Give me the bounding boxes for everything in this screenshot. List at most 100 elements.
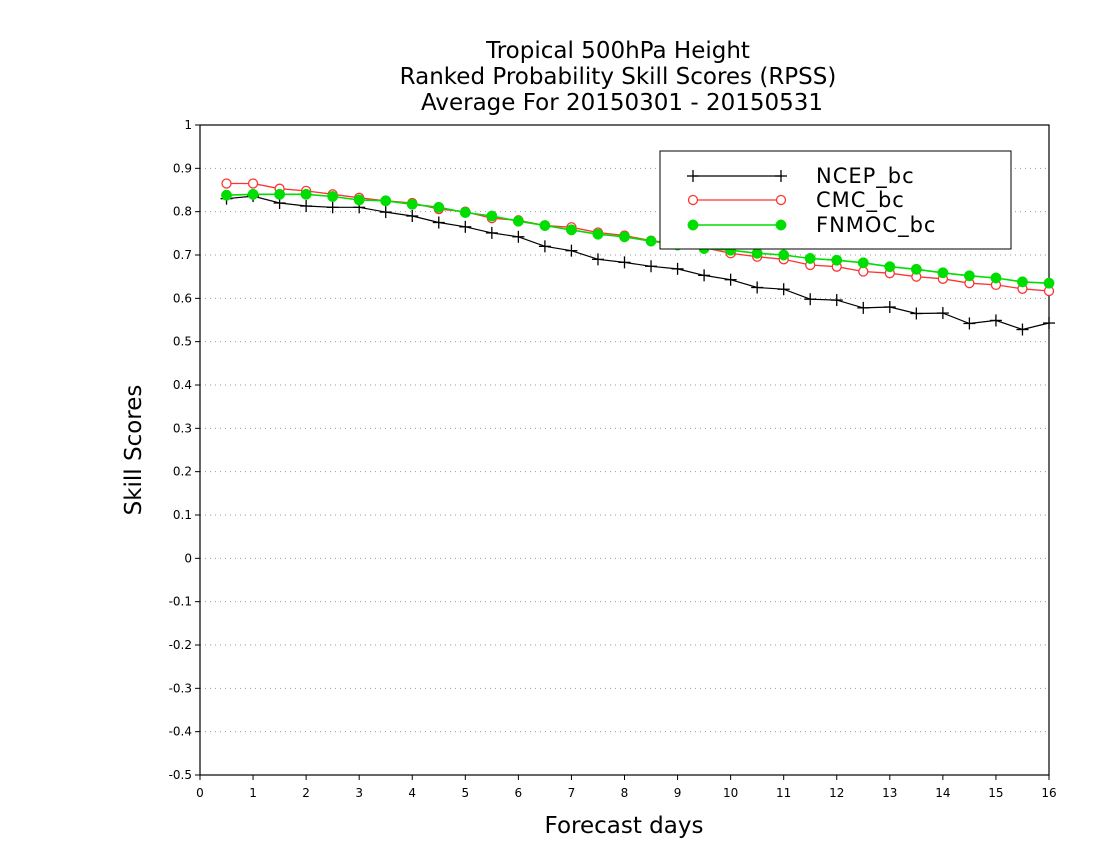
data-point — [910, 263, 922, 275]
y-tick-label: -0.2 — [169, 638, 192, 652]
data-point — [327, 191, 339, 202]
data-point — [379, 206, 392, 219]
data-point — [459, 207, 471, 218]
data-point — [883, 301, 896, 313]
y-tick-label: -0.1 — [169, 595, 192, 609]
x-axis: 0 1 2 3 4 5 6 7 8 9 10 11 12 13 14 15 16 — [196, 775, 1057, 800]
y-tick-label: 1 — [184, 118, 192, 132]
legend-entry-cmc-bc: CMC_bc — [687, 188, 905, 213]
data-point — [326, 201, 339, 214]
y-tick-label: 0.9 — [173, 161, 192, 175]
data-point — [300, 188, 312, 200]
data-point — [775, 194, 787, 206]
y-axis: 1 0.9 0.8 0.7 0.6 0.5 0.4 0.3 0.2 0.1 0 -0.1 -0.2 -0.… — [169, 118, 200, 782]
data-point — [910, 307, 923, 320]
data-point — [300, 200, 313, 213]
x-tick-label: 1 — [249, 786, 257, 800]
y-axis-title: Skill Scores — [121, 385, 147, 516]
y-tick-label: 0.8 — [173, 205, 192, 219]
data-point — [221, 178, 232, 189]
x-axis-title: Forecast days — [545, 813, 704, 839]
legend-label: CMC_bc — [816, 188, 905, 213]
data-point — [645, 260, 658, 273]
x-tick-label: 16 — [1041, 786, 1056, 800]
data-point — [804, 253, 816, 264]
legend-label: FNMOC_bc — [816, 213, 936, 238]
data-point — [751, 247, 763, 259]
data-point — [804, 293, 817, 306]
data-point — [619, 231, 630, 243]
data-point — [698, 269, 711, 282]
data-point — [989, 314, 1002, 327]
x-tick-label: 5 — [461, 786, 469, 800]
title-line-2: Ranked Probability Skill Scores (RPSS) — [400, 64, 837, 90]
x-tick-label: 0 — [196, 786, 204, 800]
x-tick-label: 9 — [674, 786, 682, 800]
data-point — [512, 215, 524, 227]
data-point — [830, 294, 843, 307]
data-point — [671, 262, 684, 275]
data-point — [565, 224, 577, 236]
data-point — [963, 270, 975, 282]
data-point — [512, 230, 525, 243]
y-tick-label: 0.5 — [173, 335, 192, 349]
data-point — [724, 273, 737, 286]
data-point — [884, 261, 896, 273]
data-point — [433, 201, 445, 213]
data-point — [645, 235, 657, 247]
chart-title: Tropical 500hPa Height Ranked Probabilit… — [400, 38, 837, 116]
data-point — [990, 272, 1002, 284]
data-point — [406, 210, 419, 222]
data-point — [963, 317, 976, 330]
data-point — [857, 257, 869, 269]
data-point — [751, 281, 764, 294]
data-point — [274, 188, 286, 200]
data-point — [618, 256, 631, 269]
grid — [200, 167, 1049, 733]
data-point — [1017, 276, 1028, 288]
y-tick-label: 0.7 — [173, 248, 192, 262]
data-point — [778, 249, 790, 261]
y-tick-label: 0.4 — [173, 378, 192, 392]
data-point — [937, 267, 949, 279]
x-tick-label: 13 — [882, 786, 897, 800]
data-point — [831, 254, 843, 266]
y-tick-label: 0.1 — [173, 508, 192, 522]
data-point — [485, 226, 498, 239]
y-tick-label: 0.3 — [173, 421, 192, 435]
y-tick-label: -0.3 — [169, 681, 192, 695]
data-point — [380, 195, 392, 207]
data-point — [687, 219, 699, 231]
series-line — [226, 195, 1050, 331]
title-line-1: Tropical 500hPa Height — [485, 38, 750, 64]
x-tick-label: 4 — [408, 786, 416, 800]
x-tick-label: 6 — [515, 786, 523, 800]
data-point — [247, 178, 259, 189]
legend-label: NCEP_bc — [816, 164, 915, 189]
y-tick-label: -0.5 — [169, 768, 192, 782]
y-tick-label: -0.4 — [169, 725, 192, 739]
x-tick-label: 2 — [302, 786, 310, 800]
x-tick-label: 15 — [988, 786, 1003, 800]
x-tick-label: 8 — [621, 786, 629, 800]
title-line-3: Average For 20150301 - 20150531 — [421, 90, 823, 116]
data-point — [247, 188, 259, 200]
x-tick-label: 12 — [829, 786, 844, 800]
data-point — [591, 253, 604, 266]
data-point — [936, 307, 949, 320]
data-point — [687, 194, 699, 206]
data-point — [1043, 277, 1055, 289]
data-point — [353, 194, 365, 206]
data-point — [857, 301, 870, 314]
data-point — [777, 283, 790, 296]
data-point — [486, 210, 498, 222]
data-point — [538, 240, 551, 253]
x-tick-label: 3 — [355, 786, 363, 800]
data-point — [221, 189, 232, 201]
y-tick-label: 0.6 — [173, 291, 192, 305]
x-tick-label: 14 — [935, 786, 950, 800]
data-point — [775, 170, 787, 182]
data-point — [687, 170, 699, 182]
